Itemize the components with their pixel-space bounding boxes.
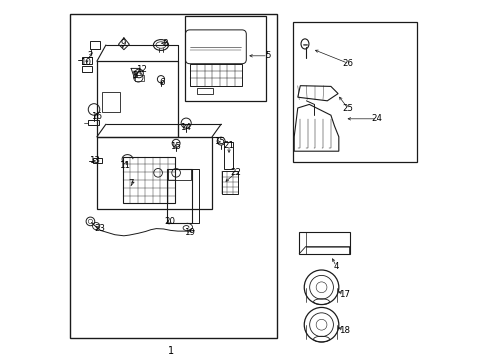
Bar [185,16,265,101]
Text: 14: 14 [179,123,190,132]
Text: 17: 17 [338,289,349,299]
Text: 23: 23 [94,224,105,233]
Text: 13: 13 [89,156,100,165]
Text: 1: 1 [167,346,173,356]
Bar [292,22,416,162]
Text: 10: 10 [80,58,90,67]
Bar [93,158,102,163]
Text: 3: 3 [132,71,137,80]
Bar [197,88,213,94]
Text: 22: 22 [230,168,241,177]
Bar [102,92,120,112]
Text: 21: 21 [223,140,234,150]
Bar [223,142,232,169]
Text: 16: 16 [90,112,102,121]
Text: 11: 11 [119,161,130,170]
Bar [222,171,238,194]
Bar [122,157,175,203]
Bar [299,232,349,254]
Text: 7: 7 [128,179,134,188]
Text: 12: 12 [135,65,146,74]
Text: 2: 2 [87,51,93,60]
Bar [88,120,99,125]
Text: 9: 9 [120,40,125,49]
Bar [97,137,212,209]
Text: 4: 4 [333,262,338,271]
Bar [70,14,276,338]
Text: 20: 20 [164,216,175,225]
Text: 15: 15 [213,137,224,146]
Text: 25: 25 [342,104,353,113]
Bar [134,75,143,81]
Text: 24: 24 [371,114,382,123]
Bar [81,66,92,72]
Text: 6: 6 [159,78,164,87]
Bar [167,169,192,223]
Text: 19: 19 [184,229,195,238]
Bar [167,169,191,180]
Bar [89,41,101,49]
Bar [81,57,92,64]
Text: 8: 8 [162,39,168,48]
Text: 15: 15 [170,141,181,150]
Bar [189,64,242,86]
Text: 5: 5 [264,51,270,60]
Text: 26: 26 [342,59,353,68]
Text: 18: 18 [338,325,349,335]
